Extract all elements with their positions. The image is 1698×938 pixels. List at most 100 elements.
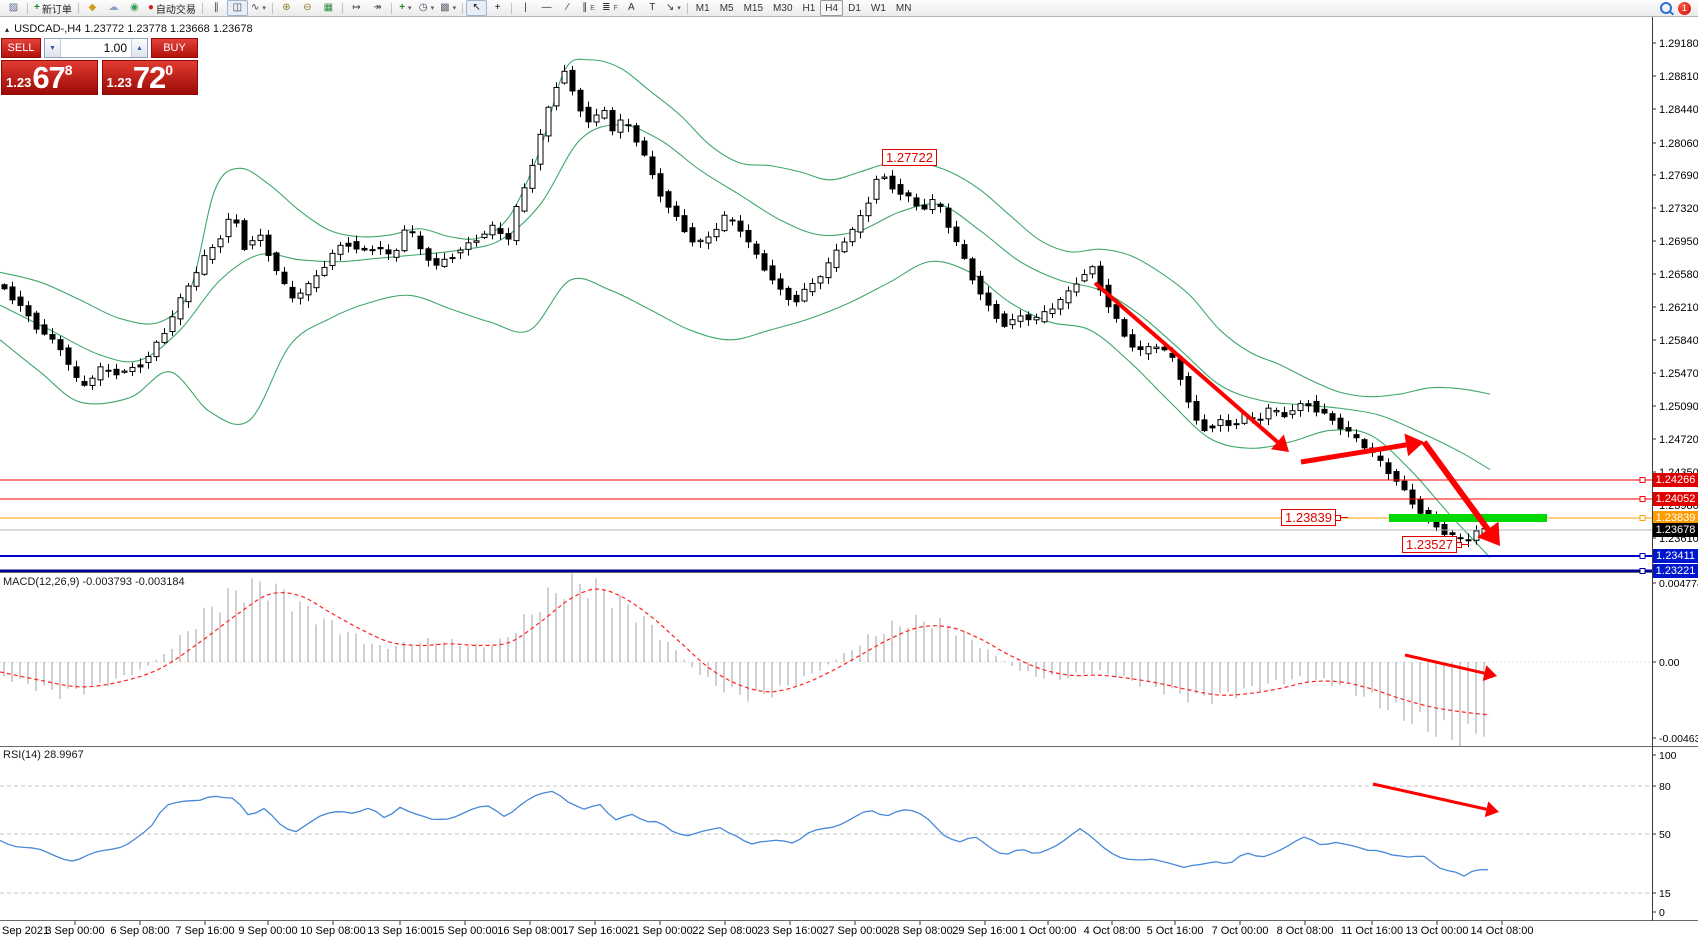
timeframe-m5[interactable]: M5 [719, 2, 734, 14]
svg-text:1 Oct 00:00: 1 Oct 00:00 [1020, 925, 1077, 937]
svg-text:9 Sep 00:00: 9 Sep 00:00 [238, 925, 297, 937]
line-chart-icon[interactable]: ∿ ▾ [248, 0, 269, 16]
buy-button[interactable]: BUY [151, 38, 198, 58]
price-annotation-label[interactable]: 1.23839 [1281, 509, 1348, 526]
scroll-to-end-icon[interactable]: ↦ [346, 0, 367, 16]
bar-chart-icon: ∥ [213, 2, 219, 13]
svg-text:23 Sep 16:00: 23 Sep 16:00 [757, 925, 822, 937]
dropdown-caret-icon: ▾ [677, 5, 681, 12]
volume-decrease-button[interactable]: ▼ [45, 39, 61, 57]
templates-icon: ▩ [440, 2, 450, 13]
candlestick-icon[interactable]: ◫ [226, 0, 248, 16]
period-icon[interactable]: ◷ ▾ [416, 0, 437, 16]
sell-price-button[interactable]: 1.23 67 8 [1, 60, 98, 95]
toolbar-separator [390, 2, 392, 14]
timeframe-h1[interactable]: H1 [802, 2, 816, 14]
svg-text:1.28440: 1.28440 [1659, 104, 1698, 116]
price-annotation-label[interactable]: 1.27722 [882, 149, 937, 166]
svg-text:1.25090: 1.25090 [1659, 401, 1698, 413]
price-annotation-label[interactable]: 1.23527 [1402, 536, 1469, 553]
price-axis-badge: 1.24052 [1653, 492, 1698, 506]
line-handle[interactable] [1639, 477, 1646, 483]
channel-icon-sub: E [590, 4, 595, 12]
label-connector [1335, 515, 1348, 521]
price-axis-badge: 1.23411 [1653, 549, 1698, 563]
line-handle[interactable] [1639, 553, 1646, 559]
timeframe-h4[interactable]: H4 [820, 0, 844, 16]
arrows-icon[interactable]: ↘ ▾ [663, 0, 684, 16]
autotrade-button: ● [147, 2, 154, 13]
svg-text:27 Sep 00:00: 27 Sep 00:00 [822, 925, 887, 937]
vertical-line-icon[interactable]: | [515, 0, 536, 16]
crosshair-icon[interactable]: + [487, 0, 508, 16]
svg-text:22 Sep 08:00: 22 Sep 08:00 [692, 925, 757, 937]
volume-input[interactable] [61, 39, 131, 57]
svg-text:28 Sep 08:00: 28 Sep 08:00 [887, 925, 952, 937]
toolbar-separator [271, 2, 273, 14]
price-axis-badge: 1.23839 [1653, 511, 1698, 525]
period-icon: ◷ [418, 2, 428, 13]
zoom-out-icon: ⊖ [303, 2, 312, 13]
bar-chart-icon[interactable]: ∥ [206, 0, 227, 16]
timeframe-m15[interactable]: M15 [743, 2, 764, 14]
fibonacci-icon[interactable]: ≣ F [599, 0, 621, 16]
zoom-out-icon[interactable]: ⊖ [297, 0, 318, 16]
timeframe-d1[interactable]: D1 [848, 2, 861, 14]
line-handle[interactable] [1639, 568, 1646, 574]
dropdown-caret-icon: ▾ [408, 5, 412, 12]
signals-icon[interactable]: ◉ [124, 0, 145, 16]
label-icon[interactable]: T [642, 0, 663, 16]
dropdown-caret-icon: ▾ [430, 5, 435, 12]
horizontal-line-icon: — [541, 2, 552, 13]
chart-ohlc-values: 1.23772 1.23778 1.23668 1.23678 [84, 23, 253, 35]
timeframe-mn[interactable]: MN [895, 2, 912, 14]
text-icon[interactable]: A [621, 0, 642, 16]
buy-price-prefix: 1.23 [106, 75, 132, 90]
cloud-icon[interactable]: ☁ [103, 0, 124, 16]
scroll-to-end-icon: ↦ [352, 2, 361, 13]
svg-text:29 Sep 16:00: 29 Sep 16:00 [952, 925, 1017, 937]
candlestick-icon: ◫ [232, 2, 243, 13]
market-icon[interactable]: ◆ [82, 0, 103, 16]
chart-marker-icon: ▴ [5, 25, 10, 34]
notification-badge[interactable]: 1 [1678, 1, 1691, 15]
svg-text:0.00: 0.00 [1659, 657, 1680, 669]
market-icon: ◆ [88, 2, 97, 13]
zoom-in-icon[interactable]: ⊕ [276, 0, 297, 16]
add-indicator-icon[interactable]: + ▾ [395, 0, 416, 16]
svg-text:11 Oct 16:00: 11 Oct 16:00 [1341, 925, 1403, 937]
timeframe-m1[interactable]: M1 [695, 2, 710, 14]
vertical-line-icon: | [524, 2, 527, 13]
volume-increase-button[interactable]: ▲ [131, 39, 147, 57]
macd-indicator-label: MACD(12,26,9) -0.003793 -0.003184 [3, 576, 185, 588]
svg-text:13 Sep 16:00: 13 Sep 16:00 [367, 925, 432, 937]
search-icon[interactable] [1660, 2, 1672, 14]
sell-button[interactable]: SELL [1, 38, 41, 58]
horizontal-line-icon[interactable]: — [536, 0, 557, 16]
line-handle[interactable] [1639, 496, 1646, 502]
price-axis-badge: 1.23221 [1653, 564, 1698, 578]
line-handle[interactable] [1639, 515, 1646, 521]
sell-price-sup: 8 [64, 62, 73, 78]
charts-window-icon[interactable]: ▨ [3, 0, 24, 16]
chart-title: ▴ USDCAD-,H4 1.23772 1.23778 1.23668 1.2… [5, 23, 253, 35]
templates-icon[interactable]: ▩ ▾ [437, 0, 459, 16]
timeframe-w1[interactable]: W1 [870, 2, 886, 14]
svg-text:3 Sep 00:00: 3 Sep 00:00 [45, 925, 104, 937]
trendline-icon[interactable]: ∕ [557, 0, 578, 16]
channel-icon[interactable]: ∥ E [578, 0, 599, 16]
fibonacci-icon: ≣ [602, 2, 611, 13]
cursor-icon[interactable]: ↖ [466, 0, 488, 16]
new-order-button[interactable]: + 新订单 [31, 0, 75, 16]
svg-text:80: 80 [1659, 781, 1671, 793]
dropdown-caret-icon: ▾ [262, 5, 266, 12]
label-icon: T [649, 2, 656, 13]
auto-scroll-icon[interactable]: ↠ [367, 0, 388, 16]
timeframe-m30[interactable]: M30 [773, 2, 793, 14]
buy-price-button[interactable]: 1.23 72 0 [101, 60, 198, 95]
autotrade-button[interactable]: ● 自动交易 [145, 0, 199, 16]
tile-windows-icon[interactable]: ▦ [318, 0, 339, 16]
toolbar-separator [77, 2, 79, 14]
svg-text:7 Sep 16:00: 7 Sep 16:00 [175, 925, 234, 937]
